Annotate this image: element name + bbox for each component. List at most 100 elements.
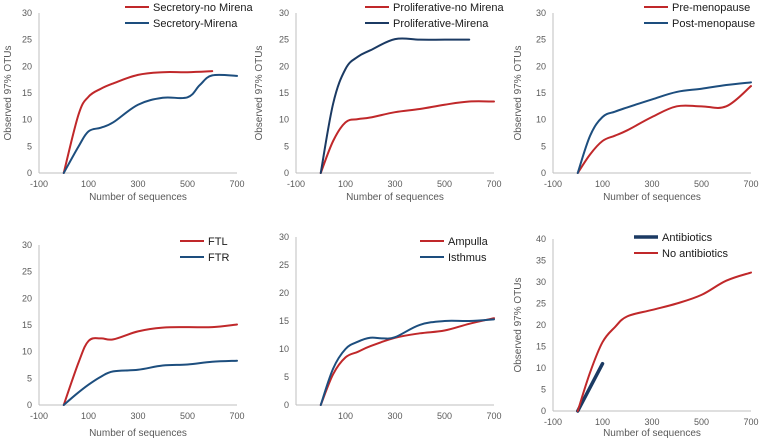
y-tick-label: 5 bbox=[284, 372, 289, 382]
legend-label: Post-menopause bbox=[672, 18, 755, 30]
legend-label: Antibiotics bbox=[662, 232, 713, 244]
y-axis-title: Observed 97% OTUs bbox=[3, 45, 14, 140]
y-tick-label: 30 bbox=[536, 8, 546, 18]
x-axis-title: Number of sequences bbox=[346, 192, 444, 203]
legend-label: Ampulla bbox=[448, 236, 489, 248]
x-tick-label: -100 bbox=[544, 417, 562, 427]
y-tick-label: 25 bbox=[536, 299, 546, 309]
legend-label: Secretory-Mirena bbox=[153, 18, 238, 30]
y-tick-label: 0 bbox=[284, 168, 289, 178]
y-tick-label: 25 bbox=[279, 35, 289, 45]
y-tick-label: 30 bbox=[279, 232, 289, 242]
series-line-2 bbox=[576, 271, 752, 412]
x-axis-title: Number of sequences bbox=[89, 192, 187, 203]
legend-label: Secretory-no Mirena bbox=[153, 2, 254, 14]
x-tick-label: 100 bbox=[81, 179, 96, 189]
x-tick-label: 500 bbox=[694, 179, 709, 189]
x-tick-label: 100 bbox=[595, 417, 610, 427]
x-tick-label: 500 bbox=[437, 179, 452, 189]
y-tick-label: 15 bbox=[536, 342, 546, 352]
x-tick-label: 700 bbox=[743, 179, 758, 189]
y-axis-title: Observed 97% OTUs bbox=[254, 45, 265, 140]
y-tick-label: 5 bbox=[27, 373, 32, 383]
x-axis-title: Number of sequences bbox=[89, 428, 187, 439]
y-tick-label: 20 bbox=[279, 61, 289, 71]
y-tick-label: 40 bbox=[536, 234, 546, 244]
y-tick-label: 0 bbox=[541, 406, 546, 416]
x-tick-label: -100 bbox=[30, 179, 48, 189]
legend-label: Proliferative-no Mirena bbox=[393, 2, 505, 14]
y-tick-label: 10 bbox=[22, 115, 32, 125]
y-tick-label: 30 bbox=[536, 277, 546, 287]
y-tick-label: 5 bbox=[27, 141, 32, 151]
x-tick-label: 100 bbox=[595, 179, 610, 189]
x-tick-label: 300 bbox=[644, 179, 659, 189]
y-tick-label: 15 bbox=[22, 88, 32, 98]
x-axis-title: Number of sequences bbox=[603, 428, 701, 439]
y-axis-title: Observed 97% OTUs bbox=[513, 45, 524, 140]
y-tick-label: 20 bbox=[536, 320, 546, 330]
y-tick-label: 15 bbox=[536, 88, 546, 98]
y-tick-label: 15 bbox=[279, 316, 289, 326]
y-tick-label: 25 bbox=[22, 35, 32, 45]
x-tick-label: -100 bbox=[287, 179, 305, 189]
y-axis-title: Observed 97% OTUs bbox=[513, 277, 524, 372]
y-tick-label: 20 bbox=[536, 61, 546, 71]
y-tick-label: 15 bbox=[279, 88, 289, 98]
series-line-1 bbox=[319, 317, 495, 406]
x-tick-label: 300 bbox=[130, 179, 145, 189]
y-tick-label: 5 bbox=[284, 141, 289, 151]
legend-label: FTL bbox=[208, 236, 228, 248]
series-line-2 bbox=[62, 73, 238, 174]
x-tick-label: 100 bbox=[338, 179, 353, 189]
y-tick-label: 10 bbox=[22, 347, 32, 357]
y-tick-label: 25 bbox=[22, 267, 32, 277]
y-tick-label: 0 bbox=[27, 400, 32, 410]
series-line-1 bbox=[576, 361, 605, 413]
x-tick-label: 700 bbox=[486, 179, 501, 189]
legend-label: No antibiotics bbox=[662, 248, 729, 260]
y-tick-label: 15 bbox=[22, 320, 32, 330]
y-tick-label: 0 bbox=[284, 400, 289, 410]
x-tick-label: 300 bbox=[387, 179, 402, 189]
y-tick-label: 5 bbox=[541, 385, 546, 395]
x-tick-label: 500 bbox=[180, 179, 195, 189]
legend-label: Proliferative-Mirena bbox=[393, 18, 489, 30]
y-tick-label: 25 bbox=[536, 35, 546, 45]
y-tick-label: 20 bbox=[22, 61, 32, 71]
series-line-2 bbox=[319, 37, 471, 174]
x-tick-label: 300 bbox=[387, 411, 402, 421]
x-tick-label: 700 bbox=[229, 411, 244, 421]
y-tick-label: 10 bbox=[536, 115, 546, 125]
series-line-2 bbox=[319, 318, 495, 406]
x-tick-label: 100 bbox=[338, 411, 353, 421]
y-tick-label: 20 bbox=[279, 288, 289, 298]
x-tick-label: 100 bbox=[81, 411, 96, 421]
x-tick-label: 700 bbox=[486, 411, 501, 421]
y-tick-label: 30 bbox=[279, 8, 289, 18]
x-tick-label: 700 bbox=[743, 417, 758, 427]
x-tick-label: -100 bbox=[544, 179, 562, 189]
y-tick-label: 5 bbox=[541, 141, 546, 151]
x-tick-label: 300 bbox=[644, 417, 659, 427]
y-tick-label: 30 bbox=[22, 8, 32, 18]
y-tick-label: 30 bbox=[22, 240, 32, 250]
x-tick-label: 500 bbox=[694, 417, 709, 427]
y-tick-label: 10 bbox=[536, 363, 546, 373]
y-tick-label: 0 bbox=[541, 168, 546, 178]
chart-panel-5: 0 5 10 15 20 25 30 100 300 500 700 Ampulla Isthmus bbox=[279, 232, 502, 421]
chart-panel-6: 0 5 10 15 20 25 30 35 40 -100 100 300 500 700 Number o… bbox=[513, 232, 759, 439]
series-line-1 bbox=[319, 100, 495, 174]
y-tick-label: 20 bbox=[22, 293, 32, 303]
y-tick-label: 10 bbox=[279, 344, 289, 354]
chart-panel-3: 0 5 10 15 20 25 30 -100 100 300 500 700 Number of se… bbox=[513, 2, 759, 203]
y-tick-label: 35 bbox=[536, 256, 546, 266]
x-tick-label: 300 bbox=[130, 411, 145, 421]
legend-label: Isthmus bbox=[448, 252, 487, 264]
y-tick-label: 25 bbox=[279, 260, 289, 270]
y-tick-label: 0 bbox=[27, 168, 32, 178]
x-tick-label: 500 bbox=[437, 411, 452, 421]
legend-label: Pre-menopause bbox=[672, 2, 750, 14]
legend-label: FTR bbox=[208, 252, 229, 264]
